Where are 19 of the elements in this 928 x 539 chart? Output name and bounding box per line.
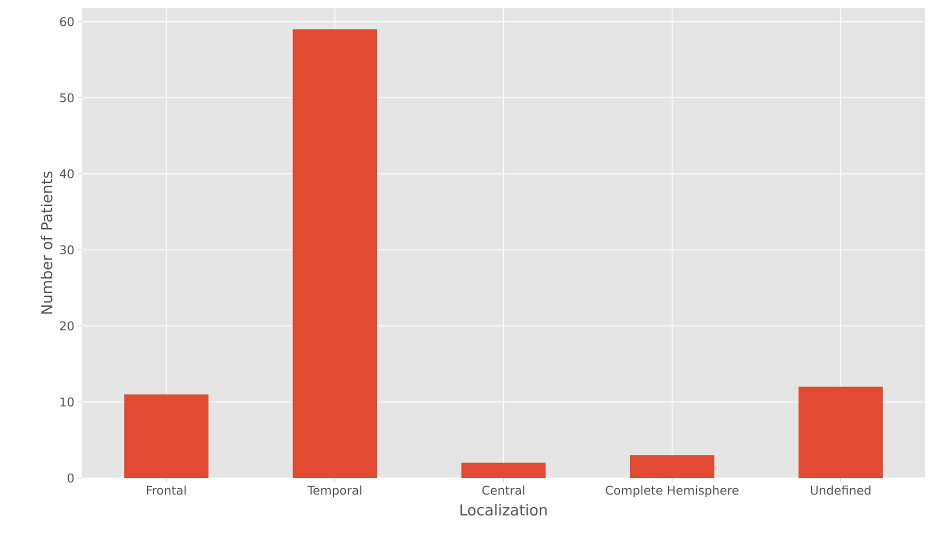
y-tick-label: 40	[60, 169, 74, 178]
y-tick-label: 30	[60, 245, 74, 254]
bar	[292, 29, 378, 478]
x-tick-label: Central	[482, 486, 524, 495]
bar	[461, 462, 546, 478]
x-tick-label: Temporal	[307, 486, 362, 498]
x-axis-title: Localization	[460, 504, 547, 516]
x-tick-label: Complete Hemisphere	[606, 486, 738, 498]
y-tick-label: 50	[60, 93, 74, 102]
bar	[124, 394, 208, 478]
x-tick-label: Undefined	[810, 486, 870, 495]
bar	[630, 455, 714, 478]
y-tick-label: 0	[68, 473, 74, 483]
y-axis-title: Number of Patients	[40, 172, 52, 314]
y-tick-label: 60	[60, 17, 74, 26]
y-tick-label: 20	[60, 321, 74, 330]
y-tick-label: 10	[60, 397, 74, 406]
bar	[798, 386, 883, 478]
x-tick-label: Frontal	[146, 486, 186, 495]
